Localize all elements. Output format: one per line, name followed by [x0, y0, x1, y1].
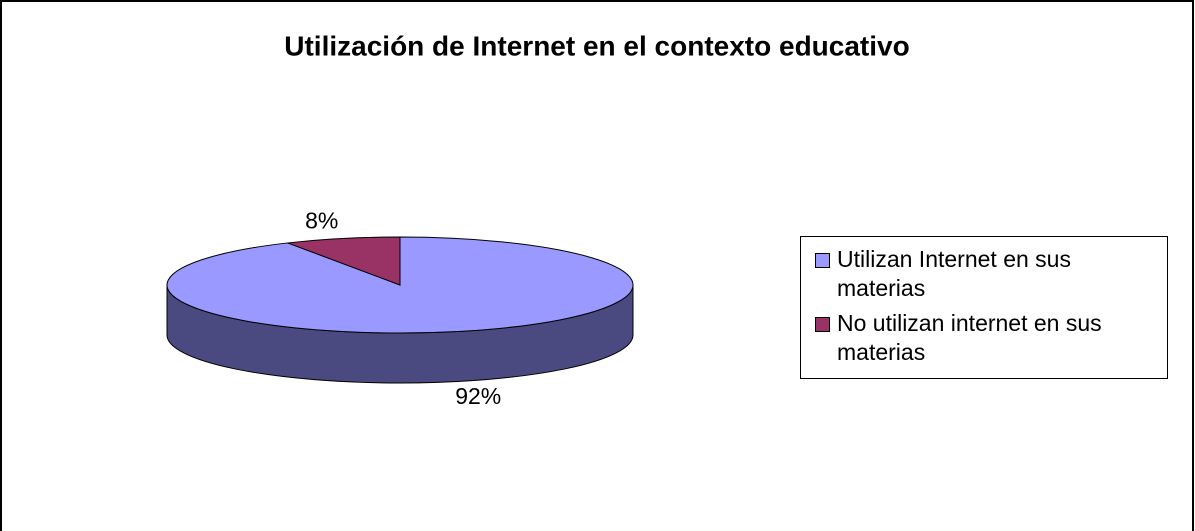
legend-label: Utilizan Internet en sus materias [837, 246, 1071, 301]
legend: Utilizan Internet en sus materias No util… [800, 236, 1168, 379]
legend-swatch [815, 253, 830, 268]
legend-entry: Utilizan Internet en sus materias [815, 245, 1163, 303]
data-label: 8% [305, 207, 338, 233]
legend-entry: No utilizan internet en sus materias [815, 309, 1163, 367]
chart-title: Utilización de Internet en el contexto e… [284, 30, 909, 61]
legend-label: No utilizan internet en sus materias [837, 310, 1102, 365]
slice [287, 236, 401, 286]
legend-swatch [815, 317, 830, 332]
data-label: 92% [455, 383, 501, 409]
